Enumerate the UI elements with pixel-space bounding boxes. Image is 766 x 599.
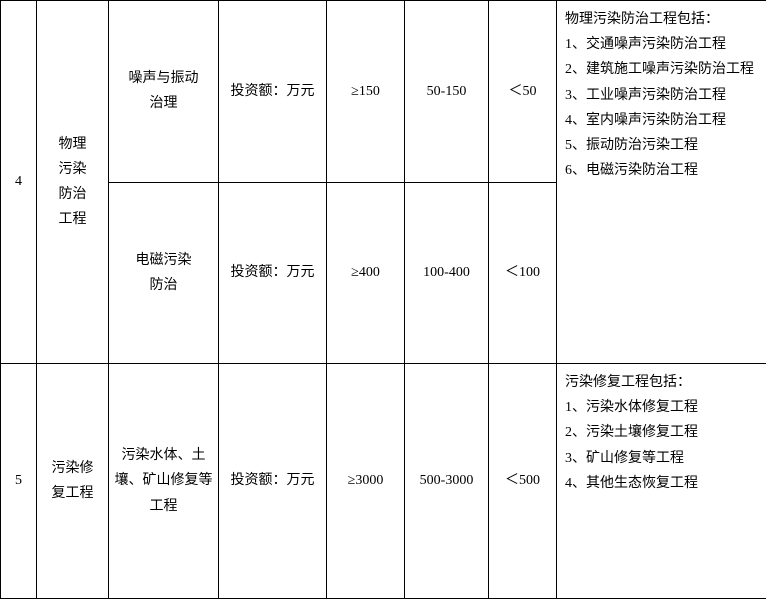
value-cell: ＜500	[489, 364, 557, 599]
value-cell: 50-150	[405, 1, 489, 183]
metric-cell: 投资额：万元	[219, 364, 327, 599]
value-cell: ＜100	[489, 182, 557, 364]
value-cell: ≥400	[327, 182, 405, 364]
category-cell: 污染修复工程	[37, 364, 109, 599]
subcategory-cell: 噪声与振动治理	[109, 1, 219, 183]
classification-table: 4 物理污染防治工程 噪声与振动治理 投资额：万元 ≥150 50-150 ＜5…	[0, 0, 766, 599]
subcategory-cell: 污染水体、土壤、矿山修复等工程	[109, 364, 219, 599]
metric-cell: 投资额：万元	[219, 1, 327, 183]
description-cell: 污染修复工程包括：1、污染水体修复工程2、污染土壤修复工程3、矿山修复等工程4、…	[557, 364, 766, 599]
subcategory-cell: 电磁污染防治	[109, 182, 219, 364]
description-cell: 物理污染防治工程包括：1、交通噪声污染防治工程2、建筑施工噪声污染防治工程3、工…	[557, 1, 766, 364]
table-row: 4 物理污染防治工程 噪声与振动治理 投资额：万元 ≥150 50-150 ＜5…	[1, 1, 766, 183]
value-cell: ＜50	[489, 1, 557, 183]
value-cell: ≥150	[327, 1, 405, 183]
value-cell: 100-400	[405, 182, 489, 364]
metric-cell: 投资额：万元	[219, 182, 327, 364]
row-number: 5	[1, 364, 37, 599]
value-cell: ≥3000	[327, 364, 405, 599]
row-number: 4	[1, 1, 37, 364]
category-cell: 物理污染防治工程	[37, 1, 109, 364]
value-cell: 500-3000	[405, 364, 489, 599]
table-row: 5 污染修复工程 污染水体、土壤、矿山修复等工程 投资额：万元 ≥3000 50…	[1, 364, 766, 599]
